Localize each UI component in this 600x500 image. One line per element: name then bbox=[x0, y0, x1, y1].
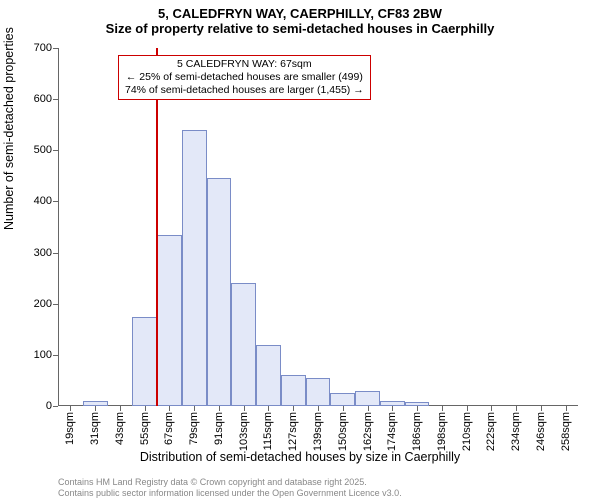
x-tick-mark bbox=[566, 406, 567, 411]
x-tick-label: 222sqm bbox=[485, 412, 497, 451]
x-tick-mark bbox=[194, 406, 195, 411]
callout-box: 5 CALEDFRYN WAY: 67sqm ← 25% of semi-det… bbox=[118, 55, 371, 100]
x-tick-label: 115sqm bbox=[262, 412, 274, 450]
y-tick-mark bbox=[53, 406, 58, 407]
footer-attribution: Contains HM Land Registry data © Crown c… bbox=[58, 477, 402, 498]
x-tick-mark bbox=[293, 406, 294, 411]
histogram-bar bbox=[157, 235, 182, 406]
x-tick-mark bbox=[392, 406, 393, 411]
title-line-1: 5, CALEDFRYN WAY, CAERPHILLY, CF83 2BW bbox=[0, 6, 600, 21]
x-tick-label: 43sqm bbox=[114, 412, 126, 445]
x-tick-mark bbox=[541, 406, 542, 411]
x-tick-mark bbox=[368, 406, 369, 411]
x-tick-mark bbox=[268, 406, 269, 411]
y-tick-label: 400 bbox=[12, 195, 52, 207]
x-tick-mark bbox=[516, 406, 517, 411]
y-tick-mark bbox=[53, 150, 58, 151]
y-tick-label: 700 bbox=[12, 42, 52, 54]
x-tick-mark bbox=[120, 406, 121, 411]
y-tick-mark bbox=[53, 304, 58, 305]
histogram-bar bbox=[231, 283, 256, 406]
x-tick-label: 150sqm bbox=[337, 412, 349, 451]
x-tick-mark bbox=[417, 406, 418, 411]
histogram-bar bbox=[182, 130, 207, 406]
y-tick-label: 300 bbox=[12, 247, 52, 259]
y-tick-label: 500 bbox=[12, 144, 52, 156]
x-tick-mark bbox=[95, 406, 96, 411]
x-tick-mark bbox=[343, 406, 344, 411]
y-tick-label: 0 bbox=[12, 400, 52, 412]
histogram-bar bbox=[355, 391, 380, 406]
x-tick-label: 103sqm bbox=[238, 412, 250, 451]
histogram-bar bbox=[330, 393, 355, 406]
y-tick-mark bbox=[53, 355, 58, 356]
x-tick-mark bbox=[169, 406, 170, 411]
histogram-bar bbox=[306, 378, 331, 406]
x-tick-label: 79sqm bbox=[188, 412, 200, 445]
title-block: 5, CALEDFRYN WAY, CAERPHILLY, CF83 2BW S… bbox=[0, 0, 600, 36]
callout-line-2: ← 25% of semi-detached houses are smalle… bbox=[125, 71, 364, 84]
reference-line bbox=[156, 48, 158, 406]
x-tick-mark bbox=[442, 406, 443, 411]
y-tick-label: 100 bbox=[12, 349, 52, 361]
histogram-bar bbox=[256, 345, 281, 406]
x-tick-label: 210sqm bbox=[461, 412, 473, 451]
x-tick-mark bbox=[219, 406, 220, 411]
y-tick-mark bbox=[53, 48, 58, 49]
histogram-bar bbox=[281, 375, 306, 406]
callout-line-3: 74% of semi-detached houses are larger (… bbox=[125, 84, 364, 97]
x-tick-label: 139sqm bbox=[312, 412, 324, 451]
chart-container: 5, CALEDFRYN WAY, CAERPHILLY, CF83 2BW S… bbox=[0, 0, 600, 500]
x-axis-label: Distribution of semi-detached houses by … bbox=[0, 450, 600, 464]
y-tick-mark bbox=[53, 201, 58, 202]
footer-line-1: Contains HM Land Registry data © Crown c… bbox=[58, 477, 402, 487]
y-tick-label: 200 bbox=[12, 298, 52, 310]
callout-line-1: 5 CALEDFRYN WAY: 67sqm bbox=[125, 58, 364, 71]
footer-line-2: Contains public sector information licen… bbox=[58, 488, 402, 498]
x-tick-label: 198sqm bbox=[436, 412, 448, 451]
x-tick-label: 91sqm bbox=[213, 412, 225, 445]
x-tick-label: 174sqm bbox=[386, 412, 398, 451]
x-tick-label: 31sqm bbox=[89, 412, 101, 445]
x-tick-mark bbox=[70, 406, 71, 411]
x-tick-mark bbox=[491, 406, 492, 411]
title-line-2: Size of property relative to semi-detach… bbox=[0, 21, 600, 36]
x-tick-label: 258sqm bbox=[560, 412, 572, 451]
histogram-bar bbox=[132, 317, 157, 407]
x-tick-label: 127sqm bbox=[287, 412, 299, 451]
bars-group bbox=[58, 48, 578, 406]
plot-area: 0100200300400500600700 19sqm31sqm43sqm55… bbox=[58, 48, 578, 406]
x-tick-label: 19sqm bbox=[64, 412, 76, 445]
y-tick-mark bbox=[53, 253, 58, 254]
histogram-bar bbox=[207, 178, 232, 406]
x-tick-mark bbox=[145, 406, 146, 411]
x-tick-mark bbox=[318, 406, 319, 411]
y-tick-mark bbox=[53, 99, 58, 100]
x-tick-mark bbox=[244, 406, 245, 411]
x-tick-label: 246sqm bbox=[535, 412, 547, 451]
x-tick-label: 186sqm bbox=[411, 412, 423, 451]
y-tick-label: 600 bbox=[12, 93, 52, 105]
x-tick-label: 162sqm bbox=[362, 412, 374, 451]
x-tick-label: 234sqm bbox=[510, 412, 522, 451]
x-tick-label: 67sqm bbox=[163, 412, 175, 445]
x-tick-label: 55sqm bbox=[139, 412, 151, 445]
x-tick-mark bbox=[467, 406, 468, 411]
